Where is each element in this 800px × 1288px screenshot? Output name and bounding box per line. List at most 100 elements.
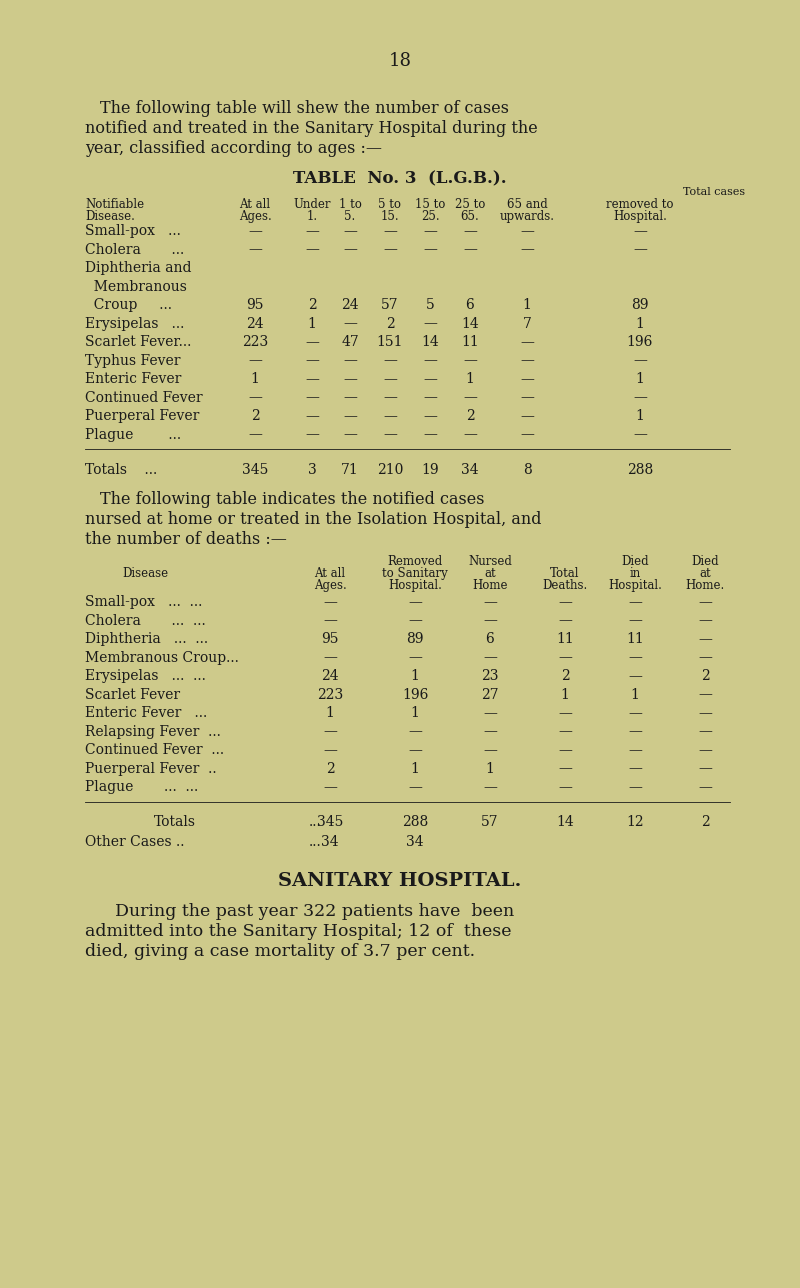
Text: 2: 2 bbox=[466, 410, 474, 422]
Text: 1: 1 bbox=[326, 706, 334, 720]
Text: upwards.: upwards. bbox=[499, 210, 554, 223]
Text: Hospital.: Hospital. bbox=[613, 210, 667, 223]
Text: at: at bbox=[484, 567, 496, 580]
Text: 11: 11 bbox=[556, 632, 574, 647]
Text: 12: 12 bbox=[626, 815, 644, 829]
Text: 14: 14 bbox=[461, 317, 479, 331]
Text: —: — bbox=[520, 390, 534, 404]
Text: 2: 2 bbox=[561, 668, 570, 683]
Text: —: — bbox=[520, 410, 534, 422]
Text: SANITARY HOSPITAL.: SANITARY HOSPITAL. bbox=[278, 872, 522, 890]
Text: 1: 1 bbox=[635, 317, 645, 331]
Text: 288: 288 bbox=[402, 815, 428, 829]
Text: Puerperal Fever: Puerperal Fever bbox=[85, 410, 199, 422]
Text: —: — bbox=[383, 242, 397, 256]
Text: Erysipelas   ...  ...: Erysipelas ... ... bbox=[85, 668, 206, 683]
Text: —: — bbox=[558, 725, 572, 738]
Text: 11: 11 bbox=[461, 335, 479, 349]
Text: —: — bbox=[305, 242, 319, 256]
Text: 210: 210 bbox=[377, 462, 403, 477]
Text: 1 to: 1 to bbox=[338, 198, 362, 211]
Text: —: — bbox=[305, 410, 319, 422]
Text: 2: 2 bbox=[701, 815, 710, 829]
Text: 24: 24 bbox=[341, 298, 359, 312]
Text: 89: 89 bbox=[631, 298, 649, 312]
Text: —: — bbox=[520, 242, 534, 256]
Text: —: — bbox=[343, 390, 357, 404]
Text: —: — bbox=[343, 410, 357, 422]
Text: Total cases: Total cases bbox=[683, 187, 745, 197]
Text: Plague        ...: Plague ... bbox=[85, 428, 181, 442]
Text: —: — bbox=[628, 668, 642, 683]
Text: —: — bbox=[698, 706, 712, 720]
Text: Nursed: Nursed bbox=[468, 555, 512, 568]
Text: —: — bbox=[343, 242, 357, 256]
Text: —: — bbox=[698, 613, 712, 627]
Text: —: — bbox=[483, 650, 497, 665]
Text: Membranous Croup...: Membranous Croup... bbox=[85, 650, 239, 665]
Text: —: — bbox=[628, 595, 642, 609]
Text: 27: 27 bbox=[481, 688, 499, 702]
Text: 1: 1 bbox=[486, 761, 494, 775]
Text: —: — bbox=[483, 725, 497, 738]
Text: 2: 2 bbox=[250, 410, 259, 422]
Text: 5 to: 5 to bbox=[378, 198, 402, 211]
Text: —: — bbox=[323, 650, 337, 665]
Text: 345: 345 bbox=[317, 815, 343, 829]
Text: Diphtheria and: Diphtheria and bbox=[85, 261, 191, 276]
Text: —: — bbox=[423, 353, 437, 367]
Text: 1: 1 bbox=[307, 317, 317, 331]
Text: —: — bbox=[463, 428, 477, 442]
Text: 57: 57 bbox=[381, 298, 399, 312]
Text: —: — bbox=[343, 224, 357, 238]
Text: 1: 1 bbox=[250, 372, 259, 386]
Text: —: — bbox=[343, 353, 357, 367]
Text: —: — bbox=[633, 390, 647, 404]
Text: —: — bbox=[423, 224, 437, 238]
Text: 196: 196 bbox=[402, 688, 428, 702]
Text: Continued Fever  ...: Continued Fever ... bbox=[85, 743, 224, 757]
Text: —: — bbox=[520, 335, 534, 349]
Text: Ages.: Ages. bbox=[314, 580, 346, 592]
Text: 5.: 5. bbox=[344, 210, 356, 223]
Text: —: — bbox=[463, 242, 477, 256]
Text: —: — bbox=[408, 743, 422, 757]
Text: —: — bbox=[343, 428, 357, 442]
Text: Removed: Removed bbox=[387, 555, 442, 568]
Text: Continued Fever: Continued Fever bbox=[85, 390, 202, 404]
Text: At all: At all bbox=[239, 198, 270, 211]
Text: Hospital.: Hospital. bbox=[388, 580, 442, 592]
Text: —: — bbox=[628, 613, 642, 627]
Text: 1: 1 bbox=[635, 372, 645, 386]
Text: 2: 2 bbox=[308, 298, 316, 312]
Text: —: — bbox=[423, 317, 437, 331]
Text: 18: 18 bbox=[389, 52, 411, 70]
Text: —: — bbox=[343, 317, 357, 331]
Text: Enteric Fever   ...: Enteric Fever ... bbox=[85, 706, 207, 720]
Text: —: — bbox=[383, 410, 397, 422]
Text: —: — bbox=[408, 613, 422, 627]
Text: ...: ... bbox=[310, 835, 322, 849]
Text: to Sanitary: to Sanitary bbox=[382, 567, 448, 580]
Text: —: — bbox=[520, 428, 534, 442]
Text: Disease: Disease bbox=[122, 567, 168, 580]
Text: —: — bbox=[383, 353, 397, 367]
Text: admitted into the Sanitary Hospital; 12 of  these: admitted into the Sanitary Hospital; 12 … bbox=[85, 922, 511, 939]
Text: 2: 2 bbox=[701, 668, 710, 683]
Text: —: — bbox=[305, 372, 319, 386]
Text: 288: 288 bbox=[627, 462, 653, 477]
Text: The following table will shew the number of cases: The following table will shew the number… bbox=[100, 100, 509, 117]
Text: —: — bbox=[628, 725, 642, 738]
Text: Erysipelas   ...: Erysipelas ... bbox=[85, 317, 184, 331]
Text: —: — bbox=[463, 390, 477, 404]
Text: —: — bbox=[408, 595, 422, 609]
Text: 14: 14 bbox=[556, 815, 574, 829]
Text: 151: 151 bbox=[377, 335, 403, 349]
Text: —: — bbox=[483, 613, 497, 627]
Text: died, giving a case mortality of 3.7 per cent.: died, giving a case mortality of 3.7 per… bbox=[85, 943, 475, 960]
Text: Scarlet Fever: Scarlet Fever bbox=[85, 688, 180, 702]
Text: —: — bbox=[248, 353, 262, 367]
Text: —: — bbox=[408, 725, 422, 738]
Text: —: — bbox=[323, 595, 337, 609]
Text: —: — bbox=[628, 706, 642, 720]
